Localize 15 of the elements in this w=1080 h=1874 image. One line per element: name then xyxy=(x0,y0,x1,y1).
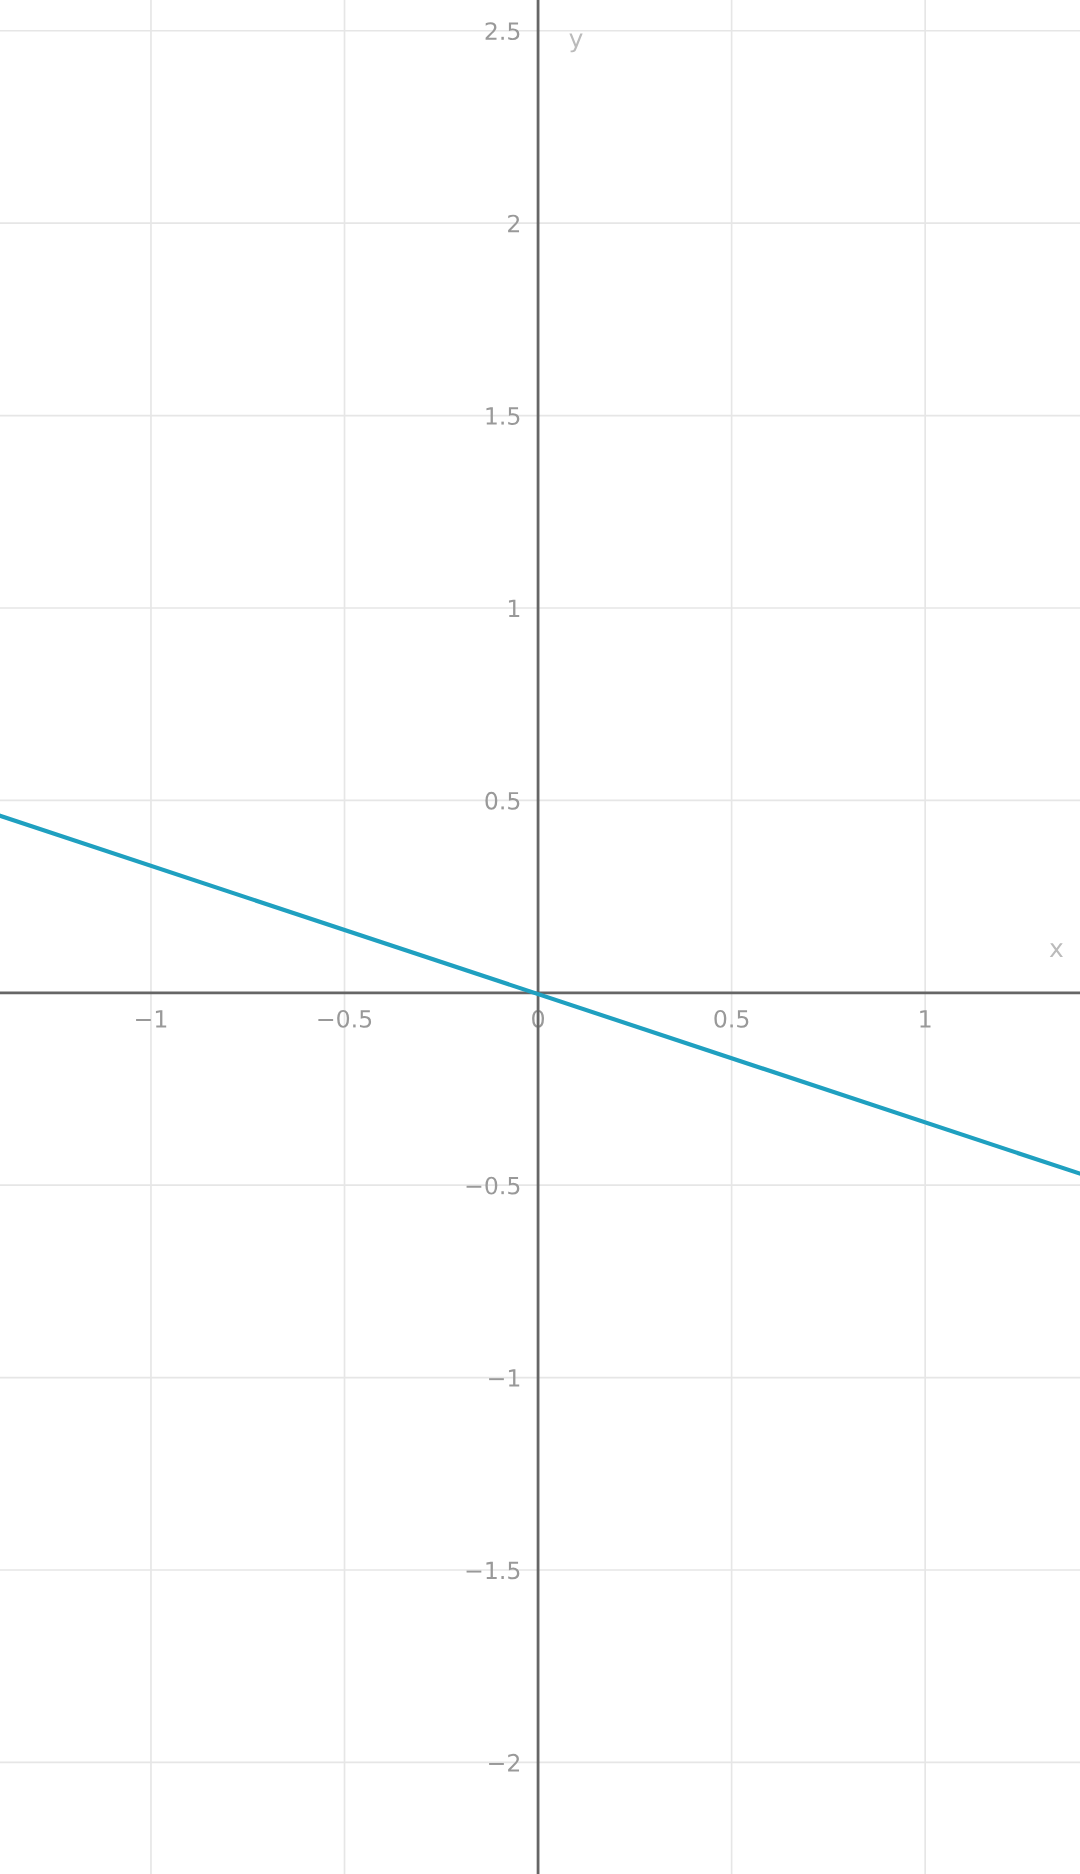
y-tick-label: 2 xyxy=(508,214,520,233)
x-tick-label: 0.5 xyxy=(714,1009,749,1028)
y-tick-label: 1.5 xyxy=(486,407,520,425)
x-tick-label: −0.5 xyxy=(318,1009,372,1028)
y-tick-label: −0.5 xyxy=(466,1176,520,1195)
y-tick-label: −1 xyxy=(489,1369,520,1387)
y-tick-label: 1 xyxy=(508,599,520,617)
y-tick-label: −1.5 xyxy=(466,1561,520,1580)
y-axis-title: y xyxy=(569,33,583,53)
x-tick-label: 1 xyxy=(920,1010,931,1028)
y-tick-label: −2 xyxy=(489,1753,520,1772)
x-axis-title: x xyxy=(1049,943,1063,958)
y-tick-label: 2.5 xyxy=(485,22,520,41)
x-tick-label: −1 xyxy=(136,1010,167,1028)
y-tick-label: 0.5 xyxy=(485,791,520,810)
